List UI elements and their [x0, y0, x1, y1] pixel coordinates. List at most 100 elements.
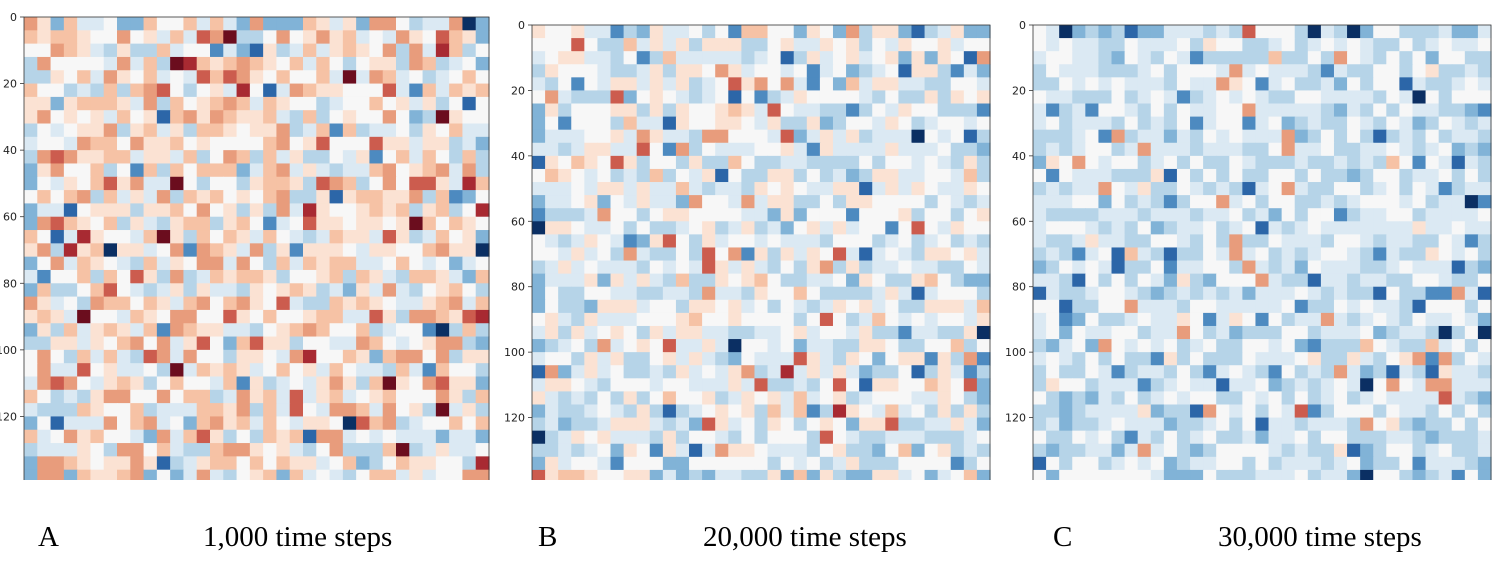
heatmap-cell: [449, 176, 464, 191]
heatmap-cell: [1111, 469, 1126, 480]
heatmap-cell: [1294, 129, 1309, 144]
heatmap-cell: [1242, 365, 1257, 379]
heatmap-cell: [872, 260, 886, 275]
heatmap-cell: [545, 51, 559, 65]
heatmap-cell: [396, 283, 410, 298]
heatmap-cell: [24, 363, 38, 378]
heatmap-cell: [1281, 155, 1296, 170]
heatmap-cell: [715, 129, 729, 144]
heatmap-cell: [1373, 25, 1387, 39]
heatmap-cell: [1046, 404, 1060, 419]
heatmap-cell: [342, 296, 357, 311]
heatmap-cell: [819, 155, 834, 170]
heatmap-cell: [1059, 260, 1073, 275]
heatmap-cell: [1163, 90, 1178, 105]
heatmap-cell: [571, 404, 585, 419]
heatmap-cell: [597, 142, 612, 157]
heatmap-cell: [1046, 273, 1060, 288]
heatmap-cell: [130, 216, 145, 231]
heatmap-cell: [435, 429, 450, 444]
heatmap-cell: [196, 283, 211, 298]
heatmap-cell: [1137, 286, 1152, 301]
heatmap-cell: [675, 51, 690, 65]
heatmap-cell: [1176, 456, 1191, 471]
heatmap-cell: [409, 136, 424, 151]
heatmap-cell: [130, 230, 145, 244]
heatmap-cell: [37, 269, 52, 284]
heatmap-cell: [475, 269, 490, 284]
heatmap-cell: [422, 43, 437, 58]
heatmap-cell: [662, 25, 677, 39]
heatmap-cell: [976, 103, 991, 118]
heatmap-cell: [382, 43, 397, 58]
heatmap-cell: [872, 116, 886, 131]
heatmap-cell: [623, 38, 638, 52]
heatmap-cell: [597, 90, 612, 105]
heatmap-cell: [170, 150, 185, 165]
heatmap-cell: [329, 150, 344, 165]
heatmap-cell: [1111, 221, 1126, 235]
heatmap-cell: [649, 38, 664, 52]
heatmap-cell: [1464, 168, 1479, 183]
heatmap-cell: [422, 56, 437, 71]
heatmap-cell: [571, 469, 585, 480]
heatmap-cell: [1451, 286, 1466, 301]
heatmap-cell: [156, 469, 171, 480]
heatmap-cell: [545, 339, 559, 353]
heatmap-cell: [872, 299, 886, 314]
heatmap-cell: [532, 168, 546, 183]
heatmap-cell: [37, 17, 52, 31]
heatmap-cell: [449, 163, 464, 178]
heatmap-cell: [1163, 129, 1178, 144]
y-tick-label: 120: [1005, 412, 1026, 425]
heatmap-cell: [1163, 378, 1178, 392]
heatmap-cell: [898, 273, 913, 288]
heatmap-cell: [63, 70, 78, 85]
heatmap-cell: [435, 17, 450, 31]
heatmap-cell: [303, 376, 317, 391]
heatmap-cell: [409, 376, 424, 391]
heatmap-cell: [806, 286, 821, 301]
heatmap-cell: [1098, 77, 1113, 92]
heatmap-cell: [1347, 38, 1361, 52]
heatmap-cell: [806, 116, 821, 131]
heatmap-cell: [1333, 391, 1348, 406]
heatmap-cell: [1203, 182, 1217, 196]
heatmap-cell: [1333, 325, 1348, 340]
heatmap-cell: [689, 456, 703, 471]
heatmap-cell: [558, 286, 572, 301]
heatmap-cell: [963, 391, 978, 406]
heatmap-cell: [898, 103, 913, 118]
heatmap-cell: [1399, 234, 1414, 249]
heatmap-cell: [806, 260, 821, 275]
heatmap-cell: [356, 363, 371, 378]
heatmap-cell: [103, 376, 118, 391]
heatmap-cell: [196, 376, 211, 391]
heatmap-cell: [1216, 404, 1230, 419]
heatmap-cell: [1438, 430, 1453, 445]
heatmap-cell: [276, 163, 291, 178]
heatmap-cell: [1373, 155, 1387, 170]
heatmap-cell: [1464, 469, 1479, 480]
heatmap-cell: [24, 283, 38, 298]
heatmap-cell: [143, 269, 158, 284]
heatmap-cell: [1307, 417, 1322, 432]
heatmap-cell: [1360, 456, 1374, 471]
heatmap-cell: [610, 299, 625, 314]
heatmap-cell: [911, 51, 926, 65]
heatmap-cell: [846, 417, 860, 432]
heatmap-cell: [610, 469, 625, 480]
heatmap-cell: [50, 110, 65, 125]
heatmap-cell: [1111, 391, 1126, 406]
heatmap-cell: [1124, 365, 1139, 379]
heatmap-cell: [276, 416, 291, 431]
heatmap-cell: [369, 469, 384, 480]
heatmap-cell: [1307, 443, 1322, 458]
heatmap-cell: [223, 389, 238, 404]
heatmap-cell: [37, 376, 52, 391]
heatmap-cell: [872, 155, 886, 170]
heatmap-cell: [156, 136, 171, 151]
heatmap-cell: [1150, 129, 1165, 144]
heatmap-cell: [976, 77, 991, 92]
heatmap-cell: [1373, 129, 1387, 144]
